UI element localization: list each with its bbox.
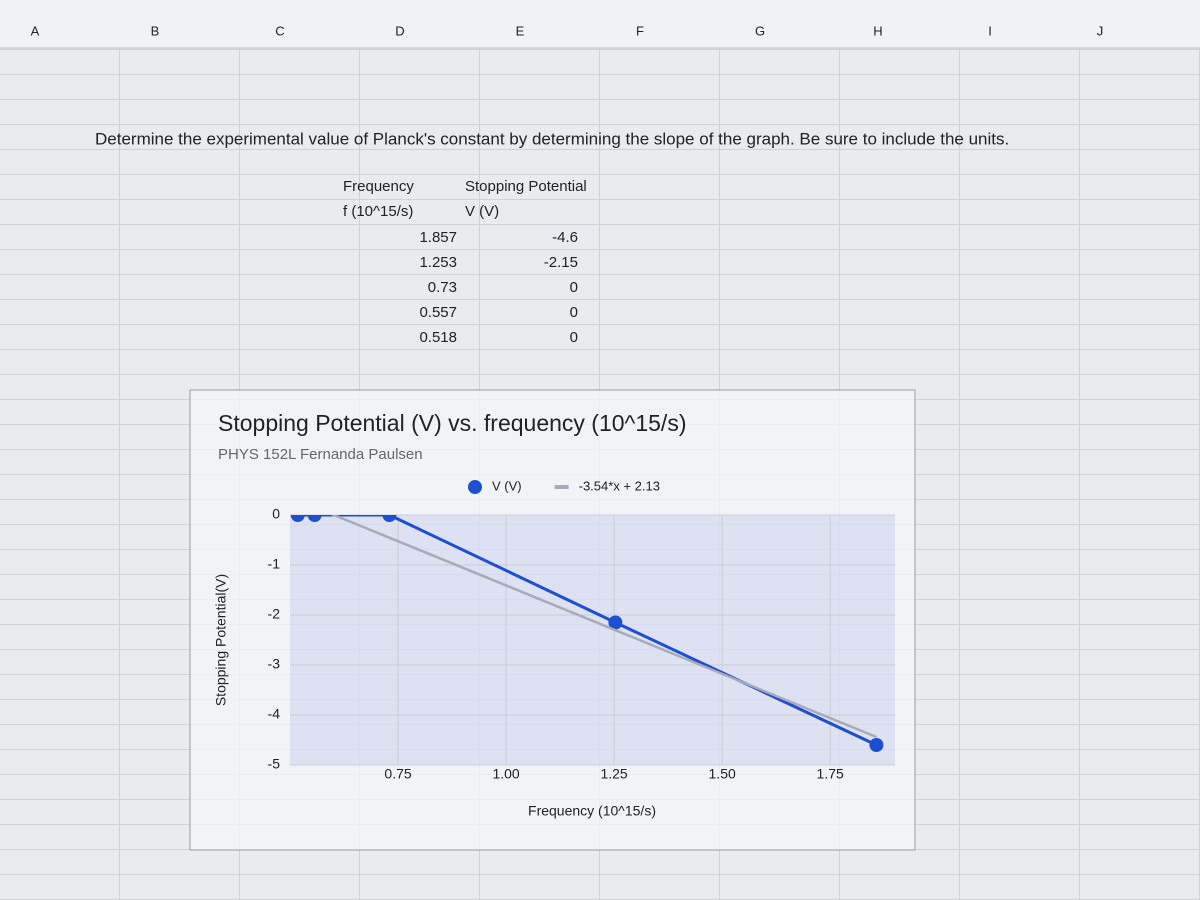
table-cell: 0.73 <box>428 279 457 296</box>
table-cell: -4.6 <box>552 229 578 246</box>
instruction: Determine the experimental value of Plan… <box>95 129 1009 148</box>
table-cell: 0 <box>570 304 578 321</box>
column-header: I <box>988 23 992 38</box>
table-cell: 0 <box>570 329 578 346</box>
x-axis-title: Frequency (10^15/s) <box>528 803 656 819</box>
table-header: V (V) <box>465 203 499 220</box>
column-header: C <box>275 23 284 38</box>
table-cell: -2.15 <box>544 254 578 271</box>
x-tick-label: 1.25 <box>600 766 627 782</box>
chart-subtitle: PHYS 152L Fernanda Paulsen <box>218 446 423 463</box>
trendline <box>330 515 877 739</box>
column-header: J <box>1097 23 1104 38</box>
table-header: Stopping Potential <box>465 178 587 195</box>
legend-label: V (V) <box>492 478 522 493</box>
data-point <box>608 615 623 630</box>
y-tick-label: 0 <box>272 506 280 522</box>
y-tick-label: -5 <box>268 756 281 772</box>
plot-layer <box>290 515 884 752</box>
table-cell: 0.518 <box>419 329 457 346</box>
plot-area <box>290 515 895 765</box>
series-line <box>297 515 878 747</box>
column-header: G <box>755 23 765 38</box>
y-tick-label: -1 <box>268 556 281 572</box>
y-tick-label: -2 <box>268 606 281 622</box>
column-header: E <box>516 23 525 38</box>
table-cell: 1.857 <box>419 229 457 246</box>
chart-frame <box>189 389 916 851</box>
y-tick-label: -4 <box>268 706 281 722</box>
data-point <box>290 515 305 522</box>
legend-label: -3.54*x + 2.13 <box>579 478 660 493</box>
column-header: D <box>395 23 404 38</box>
x-tick-label: 0.75 <box>384 766 411 782</box>
table-header: f (10^15/s) <box>343 203 413 220</box>
column-header: B <box>151 23 160 38</box>
table-cell: 0.557 <box>419 304 457 321</box>
data-point <box>382 515 397 522</box>
column-header: F <box>636 23 644 38</box>
table-cell: 0 <box>570 279 578 296</box>
x-tick-label: 1.00 <box>492 766 519 782</box>
column-header: H <box>873 23 882 38</box>
table-header: Frequency <box>343 178 414 195</box>
legend-marker <box>468 480 482 494</box>
y-tick-label: -3 <box>268 656 281 672</box>
y-axis-title: Stopping Potential(V) <box>213 574 229 706</box>
column-header: A <box>31 23 40 38</box>
column-header-bar <box>0 0 1200 48</box>
data-point <box>869 738 884 752</box>
table-cell: 1.253 <box>419 254 457 271</box>
x-tick-label: 1.50 <box>709 766 736 782</box>
x-tick-label: 1.75 <box>817 766 844 782</box>
data-point <box>307 515 322 522</box>
chart-title: Stopping Potential (V) vs. frequency (10… <box>218 410 686 436</box>
